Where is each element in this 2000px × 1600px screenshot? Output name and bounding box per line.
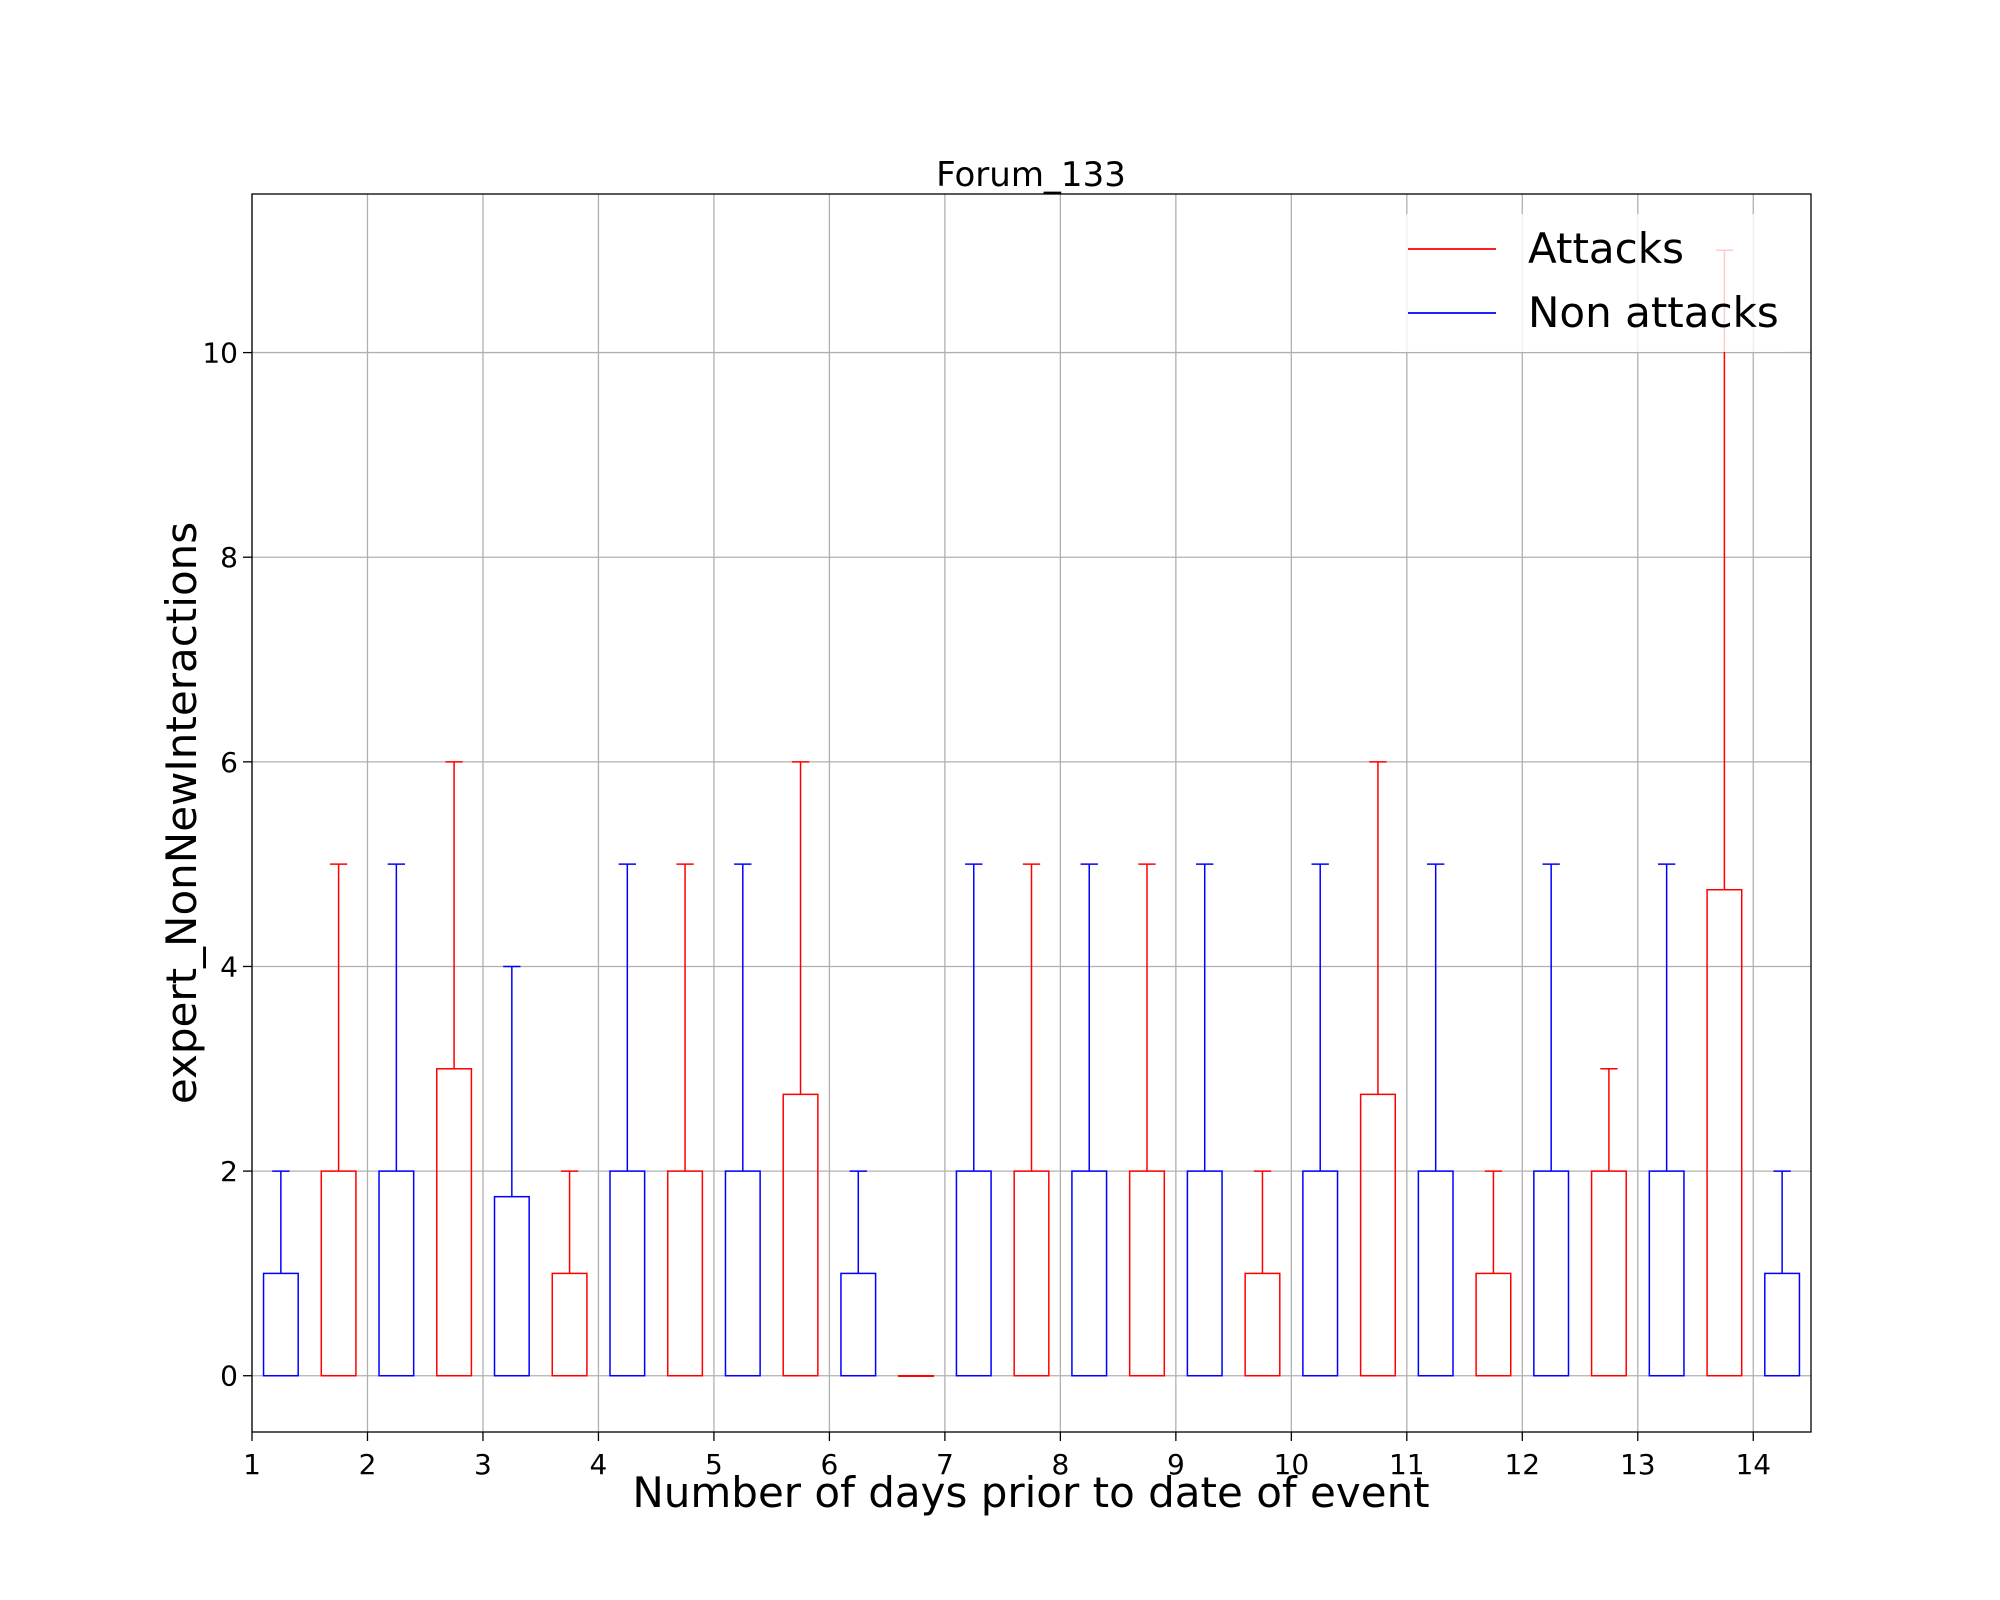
box-attacks-day-6 [782,761,819,1377]
y-tick-label: 6 [220,746,238,779]
axes-frame [251,193,1812,1433]
x-tick-label: 3 [474,1448,492,1481]
x-tick-label: 7 [936,1448,954,1481]
x-tick-label: 10 [1274,1448,1310,1481]
box-non-attacks-day-1 [262,1170,299,1377]
box-non-attacks-day-9 [1186,863,1223,1377]
box-attacks-day-13 [1590,1068,1627,1377]
box-attacks-day-8 [1013,863,1050,1377]
box-attacks-day-7 [897,1374,935,1377]
box-non-attacks-day-13 [1648,863,1685,1377]
y-tick-label: 2 [220,1155,238,1188]
chart-title: Forum_133 [936,155,1126,195]
box-non-attacks-day-12 [1533,863,1570,1377]
box-non-attacks-day-11 [1417,863,1454,1377]
x-tick-label: 11 [1389,1448,1425,1481]
x-tick-label: 4 [590,1448,608,1481]
x-tick-label: 2 [359,1448,377,1481]
box-non-attacks-day-3 [493,965,530,1377]
box-attacks-day-11 [1359,761,1397,1377]
x-axis-label: Number of days prior to date of event [632,1468,1429,1517]
box-non-attacks-day-7 [955,863,992,1377]
x-tick-label: 14 [1735,1448,1771,1481]
y-tick-label: 10 [202,337,238,370]
y-tick-label: 0 [220,1360,238,1393]
box-non-attacks-day-5 [724,863,761,1377]
plot-area [262,249,1801,1377]
box-non-attacks-day-10 [1302,863,1339,1377]
legend-background [1393,214,1786,352]
box-non-attacks-day-2 [378,863,415,1377]
x-tick-label: 13 [1620,1448,1656,1481]
x-tick-label: 9 [1167,1448,1185,1481]
legend: Attacks Non attacks [1393,214,1786,352]
box-attacks-day-9 [1128,863,1166,1377]
x-tick-label: 8 [1051,1448,1069,1481]
legend-label: Non attacks [1528,288,1779,337]
y-tick-label: 8 [220,541,238,574]
box-attacks-day-5 [666,863,704,1377]
x-tick-label: 1 [243,1448,261,1481]
x-tick-label: 12 [1504,1448,1540,1481]
box-attacks-day-2 [320,863,357,1377]
box-attacks-day-4 [551,1170,588,1377]
box-non-attacks-day-6 [840,1170,877,1377]
box-non-attacks-day-14 [1764,1170,1801,1377]
x-tick-label: 6 [820,1448,838,1481]
box-attacks-day-12 [1475,1170,1512,1377]
y-axis-label: expert_NonNewInteractions [157,522,206,1104]
box-non-attacks-day-8 [1071,863,1108,1377]
legend-label: Attacks [1528,224,1684,273]
box-non-attacks-day-4 [609,863,646,1377]
box-attacks-day-10 [1244,1170,1281,1377]
x-tick-label: 5 [705,1448,723,1481]
box-attacks-day-14 [1706,249,1743,1377]
y-tick-label: 4 [220,950,238,983]
box-attacks-day-3 [436,761,473,1377]
